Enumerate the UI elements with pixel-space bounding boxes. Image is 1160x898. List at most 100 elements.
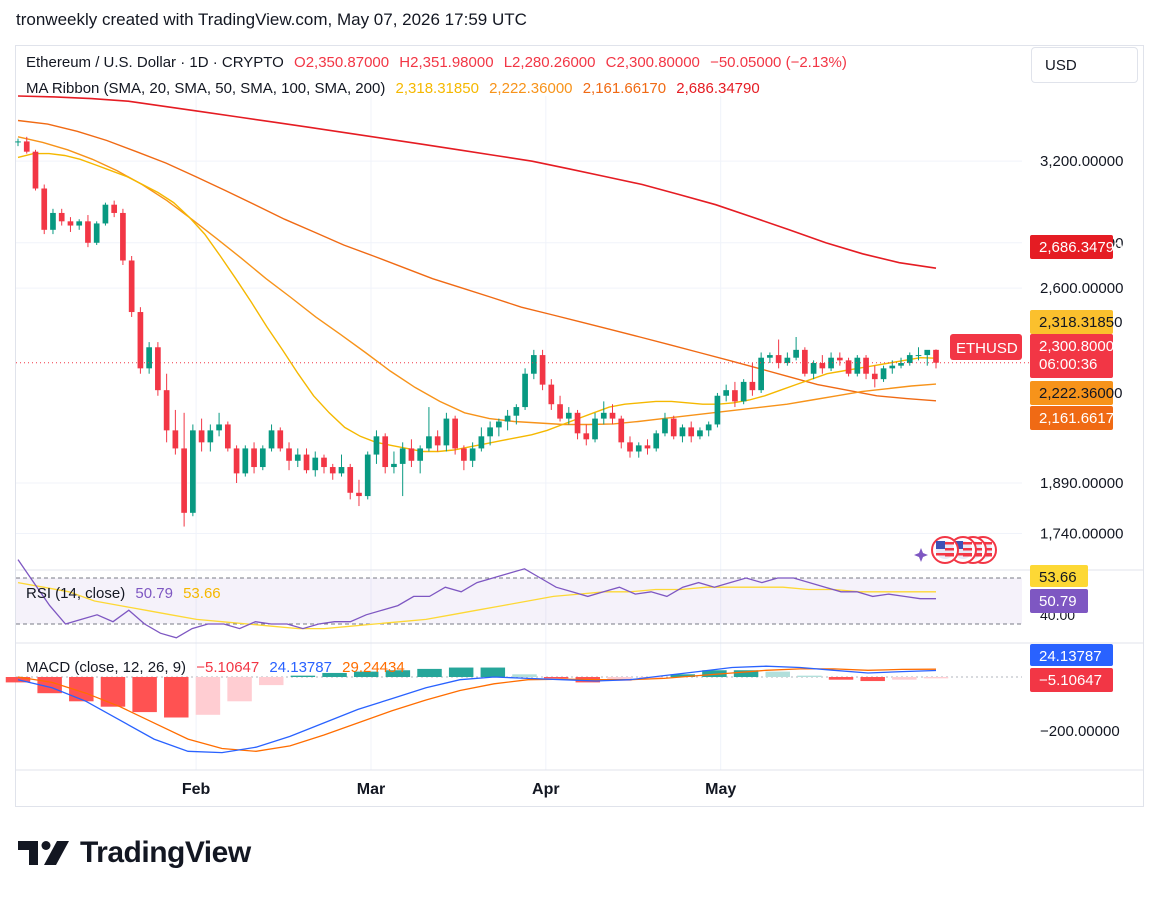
candle-body [303, 454, 310, 471]
candle-body [714, 395, 721, 425]
price-tick-label: 1,890.00000 [1040, 475, 1123, 492]
candle [574, 409, 581, 440]
candle [644, 439, 651, 455]
ma100-line [17, 119, 937, 402]
candle [705, 421, 712, 437]
candle [758, 352, 764, 393]
rsi-line [17, 559, 936, 639]
candle-body [828, 357, 834, 369]
candle-body [749, 381, 756, 391]
candle [810, 360, 817, 380]
candle-body [259, 448, 266, 468]
macd-hist-bar [860, 677, 885, 682]
candle-body [242, 448, 249, 474]
rsi-title[interactable]: RSI (14, close) [26, 585, 126, 602]
candle [627, 436, 633, 458]
flag-stripe [983, 542, 992, 545]
candle [426, 407, 432, 452]
candle [93, 221, 100, 245]
candle [434, 430, 441, 452]
candle-body [137, 312, 144, 369]
time-axis: Feb Mar Apr May [182, 781, 736, 798]
candle-body [67, 221, 74, 226]
candle [854, 355, 861, 377]
macd-hist-tag-bg [1030, 668, 1113, 692]
candle-body [294, 454, 301, 461]
candle [268, 424, 275, 452]
candle [181, 412, 187, 527]
currency-button[interactable]: USD [1031, 47, 1138, 83]
candle [259, 445, 266, 471]
candle-body [417, 448, 424, 461]
rsi-tag-text: 50.79 [1039, 593, 1077, 610]
candle-body [679, 427, 686, 437]
macd-signal-line [17, 668, 937, 752]
candle-body [111, 204, 118, 213]
candle [845, 357, 852, 377]
candle [504, 409, 511, 431]
flag-stripe [973, 548, 982, 551]
rsi-ma-tag-bg [1030, 565, 1088, 587]
flag-stripe [983, 548, 992, 551]
macd-hist-bar [733, 670, 759, 677]
candle-body [802, 349, 808, 374]
candle [557, 395, 563, 422]
candle-body [50, 212, 56, 230]
candle-body [487, 427, 493, 437]
macd-hist-bar [607, 677, 632, 682]
candle [347, 463, 354, 500]
candle [924, 349, 931, 366]
candle-body [207, 430, 214, 443]
macd-line-tag: 24.13787 [1030, 644, 1113, 666]
candle-body [732, 390, 738, 402]
ma20-price-tag-text: 2,318.31850 [1039, 314, 1122, 331]
macd-hist-bar [892, 677, 917, 680]
rsi-tag-bg [1030, 589, 1088, 613]
candle-body [775, 355, 782, 364]
ma200-price-tag-bg [1030, 235, 1113, 259]
candle [198, 418, 205, 452]
candle [662, 412, 668, 437]
candle-body [863, 357, 869, 374]
macd-tick-label: −200.00000 [1040, 723, 1120, 740]
candle [836, 352, 843, 366]
candle-body [85, 221, 91, 243]
candle-body [364, 454, 371, 497]
event-flag-icon [931, 536, 959, 564]
legend-macd: MACD (close, 12, 26, 9) −5.10647 24.1378… [26, 659, 411, 676]
candle [863, 355, 869, 380]
candle [303, 448, 310, 474]
macd-title[interactable]: MACD (close, 12, 26, 9) [26, 659, 187, 676]
price-tags: 2,686.34790 2,318.31850 2,300.8000006:00:3… [950, 235, 1122, 692]
ma100-value: 2,161.66170 [582, 80, 667, 97]
candle [522, 368, 528, 410]
sparkle-icon [914, 548, 928, 562]
candle-body [530, 355, 537, 374]
candle [137, 307, 144, 374]
candle-body [321, 457, 327, 468]
candle [251, 442, 257, 474]
candle [120, 208, 126, 266]
tradingview-mark-icon [18, 841, 69, 865]
candle [172, 409, 179, 455]
candle-body [347, 467, 354, 493]
candle-body [697, 430, 703, 437]
tradingview-logo[interactable]: TradingView [16, 836, 251, 870]
candle [294, 448, 301, 468]
candle [277, 427, 284, 452]
symbol-label[interactable]: Ethereum / U.S. Dollar · 1D · CRYPTO [26, 54, 284, 71]
candle [530, 349, 537, 380]
ma-title[interactable]: MA Ribbon (SMA, 20, SMA, 50, SMA, 100, S… [26, 80, 386, 97]
candle [364, 451, 371, 500]
candle-body [181, 448, 187, 513]
candle [740, 379, 747, 405]
ma20-value: 2,318.31850 [395, 80, 479, 97]
symbol-tag: ETHUSD [950, 334, 1022, 360]
candle [749, 363, 756, 396]
candle [452, 415, 458, 455]
ma50-value: 2,222.36000 [489, 80, 573, 97]
ma20-line [17, 152, 937, 453]
events [914, 536, 997, 564]
